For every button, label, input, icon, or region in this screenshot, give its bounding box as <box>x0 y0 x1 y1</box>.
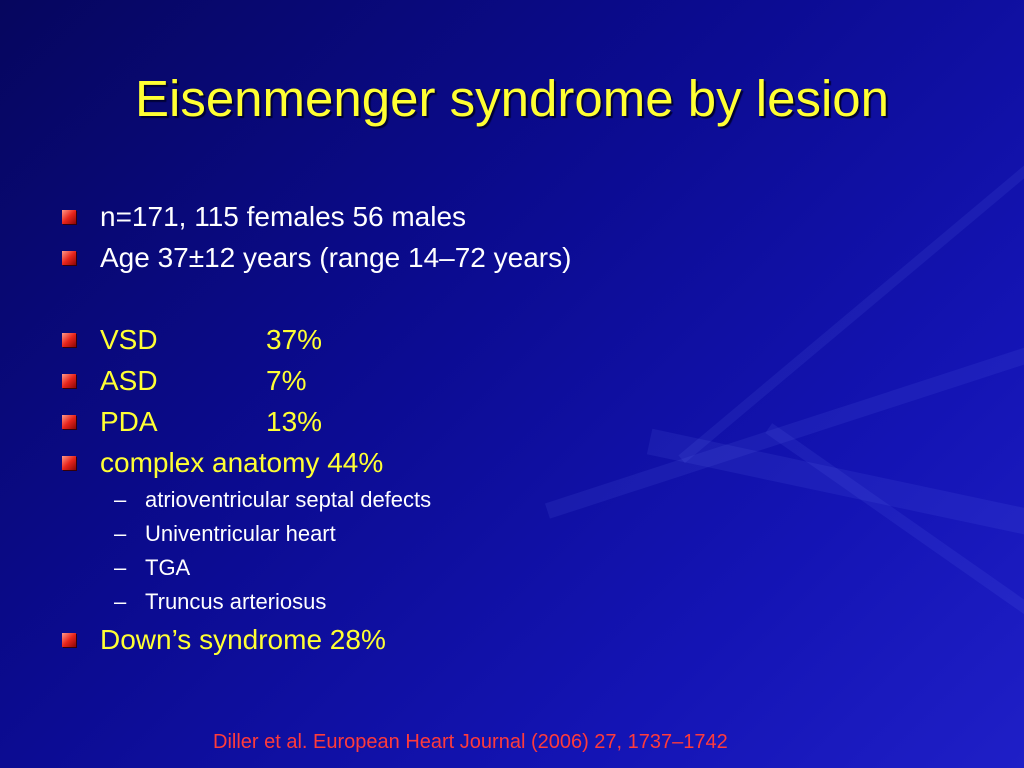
bullet-square-icon <box>62 633 76 647</box>
sub-bullet-item: – Truncus arteriosus <box>62 585 962 619</box>
bullet-item-asd: ASD 7% <box>62 360 962 401</box>
bullet-square-icon <box>62 456 76 470</box>
sub-bullet-item: – atrioventricular septal defects <box>62 483 962 517</box>
bullet-value: 37% <box>266 324 323 355</box>
sub-bullet-text: Univentricular heart <box>145 521 336 546</box>
sub-bullet-item: – Univentricular heart <box>62 517 962 551</box>
bullet-text: Down’s syndrome 28% <box>100 624 386 655</box>
bullet-square-icon <box>62 210 76 224</box>
bullet-square-icon <box>62 251 76 265</box>
bullet-item-pda: PDA 13% <box>62 401 962 442</box>
bullet-value: 13% <box>266 406 323 437</box>
bullet-list: n=171, 115 females 56 males Age 37±12 ye… <box>62 196 962 660</box>
bullet-text: complex anatomy 44% <box>100 447 384 478</box>
bullet-item-sample-size: n=171, 115 females 56 males <box>62 196 962 237</box>
bullet-text: Age 37±12 years (range 14–72 years) <box>100 242 572 273</box>
bullet-item-vsd: VSD 37% <box>62 319 962 360</box>
slide-title: Eisenmenger syndrome by lesion <box>134 70 890 127</box>
dash-marker: – <box>114 521 127 546</box>
bullet-text: n=171, 115 females 56 males <box>100 201 467 232</box>
bullet-value: 7% <box>266 365 307 396</box>
bullet-square-icon <box>62 333 76 347</box>
sub-bullet-text: atrioventricular septal defects <box>145 487 432 512</box>
bullet-label: ASD <box>100 365 158 396</box>
citation: Diller et al. European Heart Journal (20… <box>213 731 728 753</box>
dash-marker: – <box>114 589 127 614</box>
sub-bullet-item: – TGA <box>62 551 962 585</box>
bullet-item-downs-syndrome: Down’s syndrome 28% <box>62 619 962 660</box>
bullet-square-icon <box>62 374 76 388</box>
bullet-label: VSD <box>100 324 158 355</box>
bullet-item-complex-anatomy: complex anatomy 44% <box>62 442 962 483</box>
sub-bullet-text: Truncus arteriosus <box>145 589 327 614</box>
bullet-square-icon <box>62 415 76 429</box>
bullet-label: PDA <box>100 406 158 437</box>
dash-marker: – <box>114 555 127 580</box>
sub-bullet-text: TGA <box>145 555 191 580</box>
dash-marker: – <box>114 487 127 512</box>
bullet-item-age: Age 37±12 years (range 14–72 years) <box>62 237 962 278</box>
